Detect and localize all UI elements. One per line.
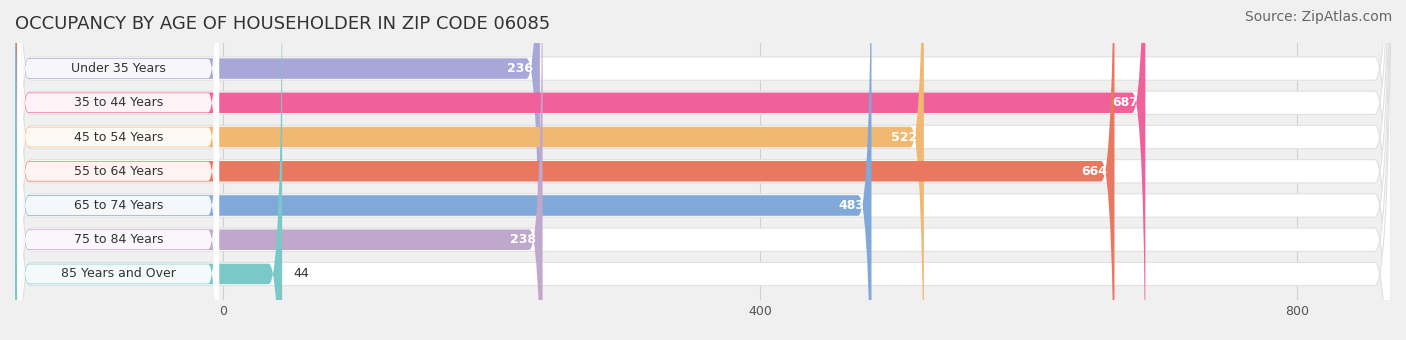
FancyBboxPatch shape — [15, 0, 283, 340]
FancyBboxPatch shape — [18, 0, 219, 340]
Text: 483: 483 — [839, 199, 865, 212]
Text: 44: 44 — [292, 268, 309, 280]
FancyBboxPatch shape — [15, 0, 540, 340]
FancyBboxPatch shape — [18, 0, 219, 333]
Text: 687: 687 — [1112, 96, 1139, 109]
FancyBboxPatch shape — [15, 0, 1115, 340]
Text: Source: ZipAtlas.com: Source: ZipAtlas.com — [1244, 10, 1392, 24]
FancyBboxPatch shape — [15, 0, 1391, 340]
Text: 45 to 54 Years: 45 to 54 Years — [73, 131, 163, 143]
Text: 55 to 64 Years: 55 to 64 Years — [73, 165, 163, 178]
FancyBboxPatch shape — [15, 0, 872, 340]
FancyBboxPatch shape — [18, 0, 219, 340]
Text: 664: 664 — [1081, 165, 1108, 178]
FancyBboxPatch shape — [15, 0, 1391, 340]
FancyBboxPatch shape — [18, 10, 219, 340]
FancyBboxPatch shape — [15, 0, 1146, 340]
FancyBboxPatch shape — [15, 0, 924, 340]
Text: 85 Years and Over: 85 Years and Over — [60, 268, 176, 280]
FancyBboxPatch shape — [15, 0, 1391, 340]
FancyBboxPatch shape — [18, 0, 219, 340]
Text: 236: 236 — [508, 62, 533, 75]
FancyBboxPatch shape — [18, 0, 219, 340]
FancyBboxPatch shape — [15, 0, 1391, 340]
Text: 238: 238 — [510, 233, 536, 246]
FancyBboxPatch shape — [15, 0, 1391, 340]
Text: 65 to 74 Years: 65 to 74 Years — [73, 199, 163, 212]
FancyBboxPatch shape — [15, 0, 543, 340]
FancyBboxPatch shape — [15, 0, 1391, 340]
Text: 522: 522 — [891, 131, 917, 143]
FancyBboxPatch shape — [15, 0, 1391, 340]
Text: OCCUPANCY BY AGE OF HOUSEHOLDER IN ZIP CODE 06085: OCCUPANCY BY AGE OF HOUSEHOLDER IN ZIP C… — [15, 15, 550, 33]
FancyBboxPatch shape — [18, 0, 219, 340]
Text: 75 to 84 Years: 75 to 84 Years — [73, 233, 163, 246]
Text: Under 35 Years: Under 35 Years — [70, 62, 166, 75]
Text: 35 to 44 Years: 35 to 44 Years — [73, 96, 163, 109]
